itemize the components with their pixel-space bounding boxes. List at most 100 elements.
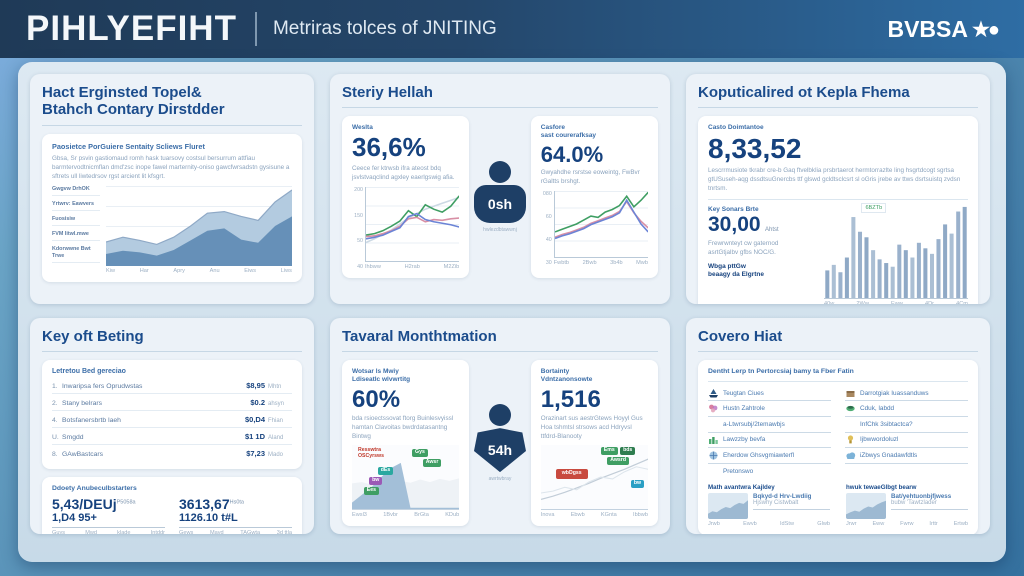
metric-value: 36,6% — [352, 132, 426, 163]
item-spacer — [708, 420, 719, 429]
list-item: a-Ltwrsubj/2temawbjs — [708, 417, 831, 433]
stat-block-right: 3613,67Hs0ta 1126.10 t#L Gews Mavd TAGwt… — [179, 496, 292, 534]
x-axis-ticks: Inova Ebwb KGnta Ibbwb — [540, 512, 648, 519]
annotation-chip: Resswtra OSCyrsws — [358, 447, 384, 460]
thumb-block: hwuk tewaeGlbgt bearw Bat/yehtuonbjfjwes… — [846, 484, 968, 528]
coverage-header: Dentht Lerp tn Pertorcsiaj bamy ta Fber … — [708, 368, 968, 382]
panel1-title: Hact Erginsted Topel& Btahch Contary Dir… — [42, 84, 302, 126]
ship-icon — [709, 388, 718, 398]
list-item: Cduk, labdd — [845, 401, 968, 417]
panel-key-list: Key oft Beting Letretou Bed gereciao 1. … — [30, 318, 314, 534]
line-chart — [553, 190, 648, 258]
thumb-ticks: Jrwb Ewvb IdStw Glwb — [708, 521, 830, 528]
bar-chart-legend: 6BZTb — [861, 203, 887, 214]
annotation-chip: wbDgss — [555, 469, 588, 480]
list-row: 8. GAwBastcars $7,23 Mado — [52, 448, 284, 458]
x-axis-ticks: Kiw Har Apry Anu Eiws Liws — [106, 267, 292, 274]
chart-legend: Gwgvw DrhOK Yrtwrv: Eawvers Fuosisiw FVM… — [52, 186, 100, 274]
sub-kpi-suffix: Ahtst — [765, 227, 779, 234]
badge-caption: hwlezdbtawwnj — [483, 227, 517, 234]
metric-value: 60% — [352, 385, 401, 413]
row-label: Smgdd — [62, 433, 84, 441]
x-axis-ticks: Ewsl3 1Bvbr BrGta KDub — [352, 512, 460, 519]
row-value: $1 1D — [244, 431, 265, 441]
sketch-lines — [541, 445, 648, 509]
annotation-chip: Ees — [363, 487, 380, 496]
panel2-title: Steriy Hellah — [342, 84, 658, 109]
annotation-chip: bds — [620, 446, 636, 455]
metric-desc: Orazinart sus aestrGtews Hoyyl Gus Hoa t… — [540, 414, 643, 440]
row-value: $7,23 — [246, 448, 265, 458]
row-label: Botsfanersbrtb laeh — [62, 416, 121, 424]
panel5-title: Tavaral Monthtmation — [342, 328, 658, 353]
panel-coverage: Covero Hiat Dentht Lerp tn Pertorcsiaj b… — [686, 318, 990, 534]
metric-card-right: Casfore sast courerafksay 64.0% Gwyahdhe… — [530, 116, 658, 278]
annotation-chip: Gys — [412, 448, 428, 457]
lamp-icon — [847, 435, 854, 444]
list-item: Pretonswo — [708, 464, 831, 479]
header-bar: PIHLYEFIHT Metriras tolces of JNITING BV… — [0, 0, 1024, 58]
panel-kpi-bars: Koputicalired ot Kepla Fhema Casto Doimt… — [686, 74, 990, 304]
thumbnail-chart — [846, 493, 886, 520]
list-row: 4. Botsfanersbrtb laeh $0,D4 Fhian — [52, 411, 292, 428]
coverage-list-left: Teugtan Ciues Hustn Zahtrole a-Ltwrsubj/… — [708, 386, 831, 479]
list-item: Lawzzby bevfa — [708, 433, 831, 449]
row-label: Stany belrars — [62, 399, 103, 407]
bars-icon — [709, 437, 718, 445]
list-item: Eherdow Ghsvgmiawterfl — [708, 448, 831, 464]
annotated-sketch-chart: Resswtra OSCyrsws dEs bw Ees Gys Awsr — [352, 445, 460, 511]
annotation-chip: Ems — [600, 446, 618, 455]
cloud-icon — [846, 452, 856, 459]
card-title: Paosietce PorGuiere Sentaity Scliews Flu… — [52, 141, 205, 151]
area-chart-card: Paosietce PorGuiere Sentaity Scliews Flu… — [42, 133, 302, 282]
coverage-card: Dentht Lerp tn Pertorcsiaj bamy ta Fber … — [698, 360, 978, 534]
box-icon — [846, 390, 855, 397]
row-value: $0,D4 — [244, 414, 265, 424]
list-item: Hustn Zahtrole — [708, 401, 831, 417]
person-icon — [488, 404, 511, 427]
list-row: U. Smgdd $1 1D Aland — [52, 428, 292, 445]
list-item: Ijbwwordoluzl — [845, 433, 968, 449]
list-row: 1. Inwaripsa fers Oprudwstas $8,95 Mhtn — [52, 377, 292, 394]
metric-value: 64.0% — [540, 141, 604, 167]
annotation-chip: Awsrd — [607, 456, 629, 465]
kpi-label: Casto Doimtantoe — [708, 124, 764, 132]
line-chart — [365, 186, 460, 262]
globe-icon — [709, 451, 718, 460]
monthly-card-left: Wotsar ls Mwiy Ldiseatlc wlvwrtitg 60% b… — [342, 360, 470, 527]
list-item: Darrotgiak Iuassanduws — [845, 386, 968, 402]
coverage-list-right: Darrotgiak Iuassanduws Cduk, labdd InfCh… — [845, 386, 968, 479]
thumb-ticks: Jrwr Eww Fwrw Irttr Ertwb — [846, 521, 968, 528]
kpi-desc: Lescrrmusiote tkrabr cre-b Gaq ftvelbkli… — [708, 166, 961, 193]
metric-label: Weslta — [352, 124, 373, 132]
bar-chart — [824, 206, 968, 300]
annotation-chip: Awsr — [422, 459, 442, 468]
header-tagline: Metriras tolces of JNITING — [254, 12, 497, 46]
person-indicator: 54h awrtwbray — [469, 360, 531, 526]
stat-ticks: Guys Mwd klade Intddr — [52, 530, 165, 534]
metric-value: 1,516 — [540, 385, 601, 413]
metric-label: Casfore sast courerafksay — [540, 124, 597, 140]
badge-caption: awrtwbray — [488, 476, 512, 483]
stat-block-left: 5,43/DEUjP5058a 1,D4 95+ Guys Mwd klade … — [52, 496, 165, 534]
sub-kpi-value: 30,00 — [708, 213, 761, 237]
annotation-chip: bw — [369, 477, 383, 486]
ranked-list-card: Letretou Bed gereciao 1. Inwaripsa fers … — [42, 360, 302, 469]
annotation-chip: dEs — [377, 466, 394, 475]
sketch-area — [352, 445, 460, 510]
row-value: $0.2 — [250, 397, 265, 407]
list-item: iZbwys Gnadawfdtls — [845, 448, 968, 464]
person-badge: 0sh — [473, 185, 526, 224]
panel-monthly: Tavaral Monthtmation Wotsar ls Mwiy Ldis… — [330, 318, 670, 534]
item-spacer — [845, 420, 856, 429]
metric-desc: bda rsioectssovat ftorg Buinlesvyissl ha… — [352, 414, 454, 440]
star-globe-icon: ★● — [971, 18, 1000, 41]
y-axis-ticks: 200 150 50 40 — [354, 186, 363, 270]
kpi-card: Casto Doimtantoe 8,33,52 Lescrrmusiote t… — [698, 116, 978, 304]
monthly-card-right: Bortainty Vdntzanonsowte 1,516 Orazinart… — [530, 360, 658, 527]
x-axis-ticks: Ihbww H2rab M2Zib — [365, 263, 460, 270]
metric-desc: Ceece fer ktrwsb ifra ateost bdq jsvlstv… — [352, 164, 455, 181]
stats-card: Ddoety Anubeculbstarters 5,43/DEUjP5058a… — [42, 477, 302, 534]
row-value: $8,95 — [246, 380, 265, 390]
brand-name: BVBSA — [887, 15, 968, 42]
